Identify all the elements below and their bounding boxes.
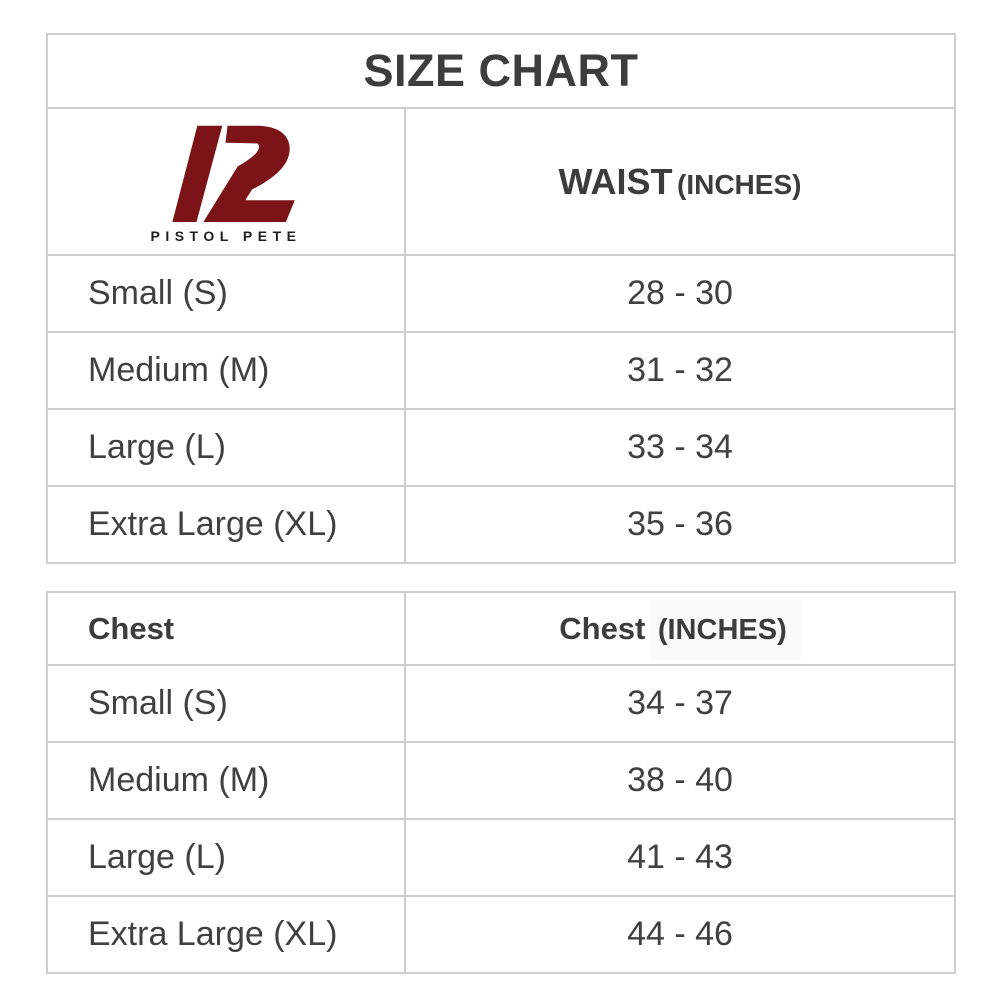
size-chart-title: SIZE CHART: [46, 33, 956, 109]
waist-header-unit: (INCHES): [677, 168, 802, 200]
chest-header-left-cell: Chest: [46, 591, 406, 666]
row-label: Medium (M): [46, 331, 406, 410]
pistol-pete-monogram-icon: [172, 125, 296, 222]
chest-header-cell: Chest (INCHES): [404, 591, 956, 666]
row-value: 28 - 30: [404, 254, 956, 333]
brand-wordmark: PISTOL PETE: [150, 227, 302, 244]
table-gap: [46, 564, 955, 591]
row-value: 34 - 37: [404, 664, 956, 743]
table-row: Small (S) 34 - 37: [46, 664, 956, 743]
table-row: Medium (M) 31 - 32: [46, 331, 956, 410]
table-row: Large (L) 41 - 43: [46, 818, 956, 897]
row-label: Extra Large (XL): [46, 485, 406, 564]
brand-logo-cell: PISTOL PETE: [46, 107, 406, 256]
chest-header-label: Chest: [559, 610, 646, 646]
row-label: Large (L): [46, 818, 406, 897]
row-value: 35 - 36: [404, 485, 956, 564]
chest-header-unit: (INCHES): [649, 599, 801, 660]
waist-header-row: PISTOL PETE WAIST (INCHES): [46, 107, 956, 256]
chest-header-row: Chest Chest (INCHES): [46, 591, 956, 666]
row-value: 33 - 34: [404, 408, 956, 487]
table-row: Large (L) 33 - 34: [46, 408, 956, 487]
table-row: Medium (M) 38 - 40: [46, 741, 956, 820]
waist-size-table: SIZE CHART PISTOL PETE WAIST (INCHES) Sm…: [46, 33, 956, 564]
waist-header-label: WAIST: [558, 160, 673, 202]
row-label: Small (S): [46, 254, 406, 333]
brand-logo: PISTOL PETE: [150, 120, 301, 244]
title-row: SIZE CHART: [46, 33, 956, 109]
size-chart-page: SIZE CHART PISTOL PETE WAIST (INCHES) Sm…: [46, 33, 956, 974]
row-value: 31 - 32: [404, 331, 956, 410]
row-value: 44 - 46: [404, 895, 956, 974]
row-value: 38 - 40: [404, 741, 956, 820]
table-row: Extra Large (XL) 35 - 36: [46, 485, 956, 564]
table-row: Small (S) 28 - 30: [46, 254, 956, 333]
waist-header-cell: WAIST (INCHES): [404, 107, 956, 256]
chest-size-table: Chest Chest (INCHES) Small (S) 34 - 37 M…: [46, 591, 956, 974]
row-label: Large (L): [46, 408, 406, 487]
table-row: Extra Large (XL) 44 - 46: [46, 895, 956, 974]
row-label: Medium (M): [46, 741, 406, 820]
row-label: Extra Large (XL): [46, 895, 406, 974]
row-value: 41 - 43: [404, 818, 956, 897]
row-label: Small (S): [46, 664, 406, 743]
